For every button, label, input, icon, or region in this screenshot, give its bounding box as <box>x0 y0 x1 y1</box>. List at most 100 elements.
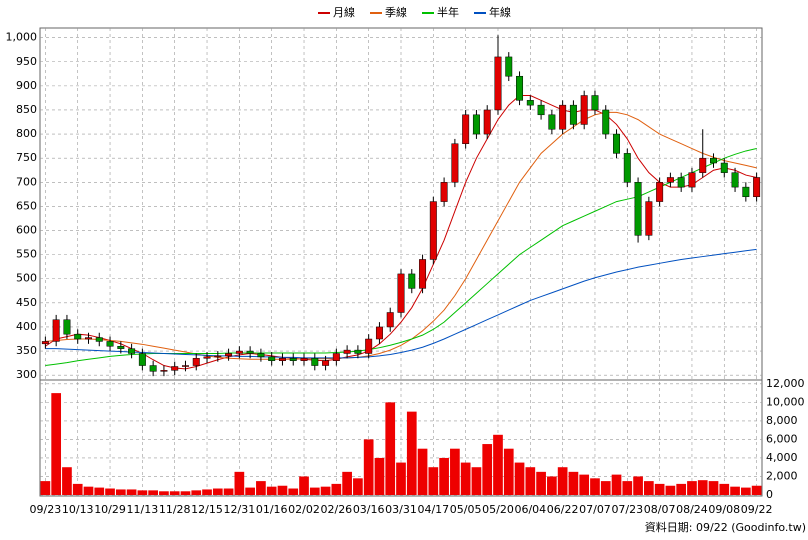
candle-body <box>688 172 696 188</box>
volume-bar <box>611 474 622 495</box>
candle-body <box>257 353 265 358</box>
candle-body <box>516 75 524 101</box>
candle-body <box>397 273 405 313</box>
volume-bar <box>633 476 643 495</box>
x-tick-label: 07/23 <box>611 503 643 516</box>
candle-body <box>526 100 534 106</box>
y2-tick-label: 8,000 <box>766 414 798 427</box>
y2-tick-label: 4,000 <box>766 451 798 464</box>
candle-body <box>483 109 491 135</box>
candle-body <box>429 201 437 260</box>
y-tick-label: 900 <box>16 79 37 92</box>
volume-bar <box>579 474 590 495</box>
y-tick-label: 700 <box>16 175 37 188</box>
candle-body <box>289 358 297 361</box>
x-tick-label: 06/22 <box>547 503 579 516</box>
volume-bar <box>234 471 245 495</box>
volume-bar <box>288 488 299 495</box>
volume-bar <box>503 448 514 495</box>
volume-bar <box>396 462 406 495</box>
x-tick-label: 08/24 <box>676 503 708 516</box>
candle-body <box>386 312 394 328</box>
candle-body <box>235 350 243 354</box>
y-tick-label: 600 <box>16 224 37 237</box>
ma-line <box>45 111 757 360</box>
candle-body <box>128 348 136 354</box>
x-tick-label: 11/28 <box>159 503 191 516</box>
candle-body <box>214 355 222 358</box>
volume-bar <box>115 489 126 495</box>
ma-line <box>45 248 757 359</box>
candle-body <box>160 370 168 372</box>
volume-bar <box>277 485 288 495</box>
volume-bar <box>223 488 234 495</box>
legend-label: 月線 <box>333 5 355 19</box>
y-tick-label: 550 <box>16 248 37 261</box>
candle-body <box>268 356 276 361</box>
candle-body <box>354 349 362 354</box>
volume-bar <box>180 491 191 495</box>
volume-bar <box>450 448 460 495</box>
candle-body <box>225 353 233 357</box>
volume-bar <box>353 478 363 495</box>
candle-body <box>85 337 92 340</box>
x-tick-label: 03/31 <box>385 503 417 516</box>
x-tick-label: 02/02 <box>288 503 320 516</box>
y2-tick-label: 0 <box>766 488 773 501</box>
volume-bar <box>525 467 536 495</box>
ma-line <box>45 95 757 370</box>
volume-bar <box>514 462 525 495</box>
candle-body <box>623 153 631 183</box>
x-tick-label: 07/07 <box>579 503 611 516</box>
candle-body <box>580 95 588 125</box>
y-tick-label: 300 <box>16 368 37 381</box>
volume-bar <box>568 471 579 495</box>
volume-bar <box>256 481 266 495</box>
y2-tick-label: 10,000 <box>766 395 805 408</box>
volume-bar <box>644 481 654 495</box>
candle-body <box>419 259 427 289</box>
volume-bar <box>665 485 676 495</box>
candle-body <box>505 56 513 77</box>
x-tick-label: 09/22 <box>741 503 773 516</box>
candle-body <box>602 109 610 135</box>
x-tick-label: 01/16 <box>256 503 288 516</box>
y2-tick-label: 2,000 <box>766 469 798 482</box>
candle-body <box>591 95 599 111</box>
candle-body <box>278 358 286 361</box>
candle-body <box>375 326 383 340</box>
volume-bar <box>62 467 72 495</box>
candle-body <box>322 360 330 366</box>
volume-bar <box>600 481 611 495</box>
y-tick-label: 350 <box>16 344 37 357</box>
candle-body <box>192 358 200 366</box>
candle-body <box>710 157 717 164</box>
volume-bar <box>536 471 546 495</box>
y-tick-label: 400 <box>16 320 37 333</box>
candle-body <box>52 319 60 342</box>
y-tick-label: 950 <box>16 55 37 68</box>
volume-bar <box>309 487 320 495</box>
volume-bar <box>363 439 374 495</box>
candle-body <box>548 114 556 130</box>
volume-bar <box>687 481 697 495</box>
volume-bar <box>51 393 62 495</box>
candle-body <box>74 333 82 340</box>
legend-label: 半年 <box>437 5 459 19</box>
candle-body <box>537 104 545 116</box>
candle-body <box>462 114 470 144</box>
x-tick-label: 03/16 <box>353 503 385 516</box>
candle-body <box>753 177 761 198</box>
candle-body <box>365 338 373 354</box>
x-tick-label: 02/26 <box>320 503 352 516</box>
volume-bar <box>417 448 428 495</box>
x-tick-label: 09/08 <box>708 503 740 516</box>
volume-bar <box>202 489 212 495</box>
candle-body <box>181 365 189 367</box>
candle-body <box>300 358 308 361</box>
volume-bar <box>482 444 493 495</box>
candle-body <box>666 177 674 183</box>
volume-bar <box>719 483 730 495</box>
footnote: 資料日期: 09/22 (Goodinfo.tw) <box>645 520 806 534</box>
